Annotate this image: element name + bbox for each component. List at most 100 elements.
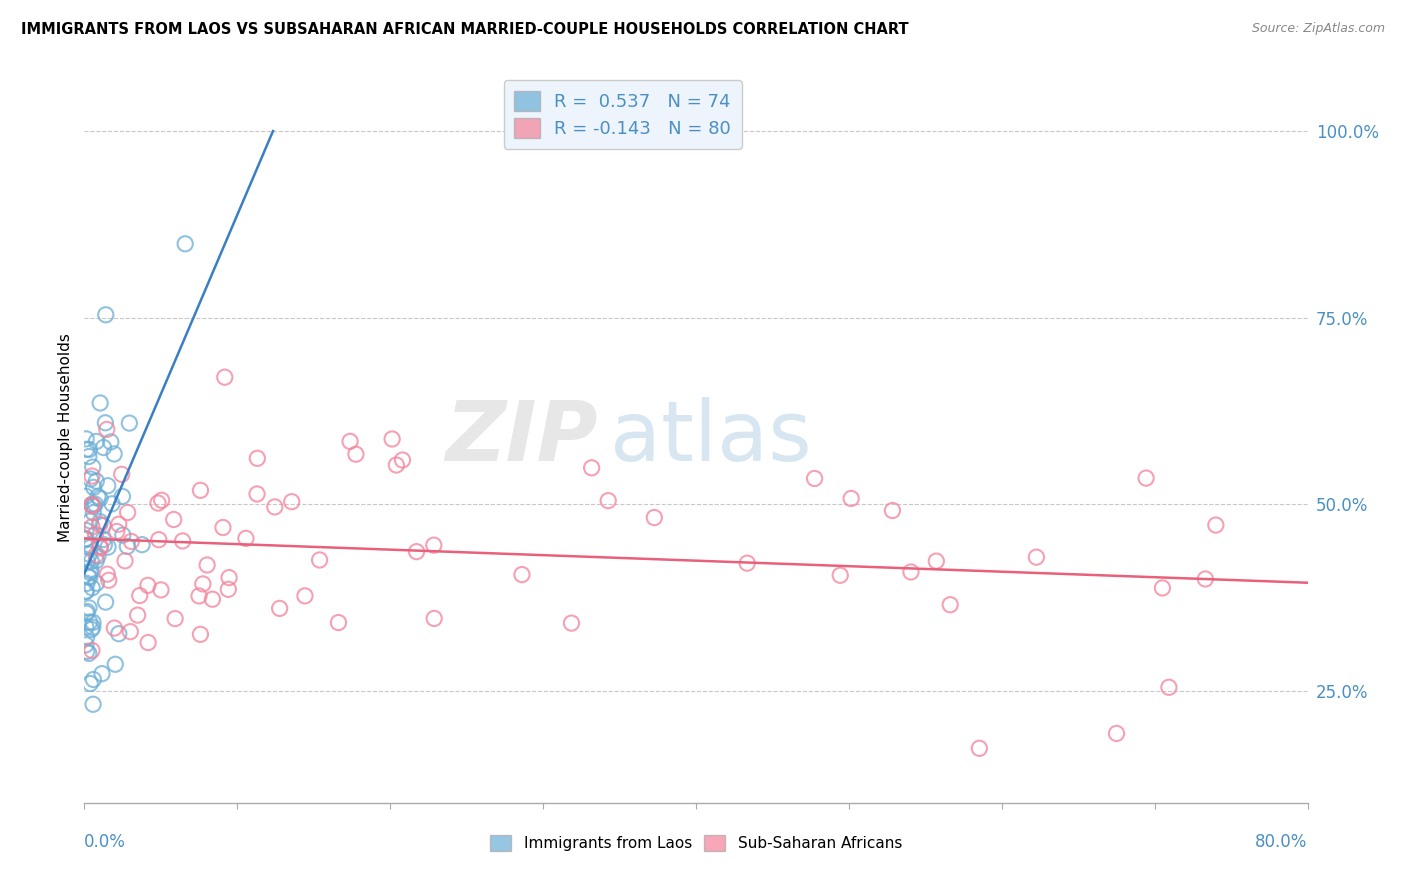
Point (75, 532, 97, 546)
Point (79, 570, 101, 584)
Point (560, 616, 582, 631)
Point (100, 434, 122, 449)
Point (103, 447, 125, 461)
Point (148, 533, 170, 547)
Point (1105, 726, 1128, 740)
Point (93, 441, 115, 455)
Point (174, 236, 197, 251)
Point (87, 549, 110, 563)
Point (118, 416, 141, 430)
Point (77, 450, 100, 464)
Point (111, 490, 134, 504)
Point (93, 538, 115, 552)
Point (117, 540, 139, 554)
Point (188, 589, 211, 603)
Point (172, 533, 194, 548)
Point (80, 498, 103, 512)
Point (269, 601, 291, 615)
Point (308, 553, 330, 567)
Point (214, 370, 236, 384)
Point (80, 564, 103, 578)
Point (423, 611, 446, 625)
Point (97, 540, 120, 554)
Point (76, 644, 98, 658)
Point (76, 442, 98, 457)
Point (75, 524, 97, 538)
Point (86, 434, 108, 449)
Point (84, 548, 107, 562)
Point (82, 581, 104, 595)
Point (91, 518, 114, 533)
Point (77, 442, 100, 457)
Point (82, 460, 104, 475)
Point (77, 646, 100, 660)
Point (107, 517, 129, 532)
Point (75, 620, 97, 634)
Point (79, 566, 101, 580)
Point (80, 643, 103, 657)
Point (76, 576, 98, 591)
Point (131, 538, 153, 552)
Text: 0.0%: 0.0% (84, 833, 127, 851)
Point (75, 489, 97, 503)
Point (1205, 518, 1227, 533)
Point (127, 608, 149, 623)
Point (385, 458, 408, 472)
Point (510, 567, 533, 582)
Point (150, 493, 173, 508)
Point (91, 533, 114, 547)
Y-axis label: Married-couple Households: Married-couple Households (58, 333, 73, 541)
Point (104, 657, 127, 672)
Point (103, 621, 125, 635)
Text: Source: ZipAtlas.com: Source: ZipAtlas.com (1251, 22, 1385, 36)
Legend: Immigrants from Laos, Sub-Saharan Africans: Immigrants from Laos, Sub-Saharan Africa… (484, 830, 908, 857)
Point (598, 493, 620, 508)
Point (79, 514, 101, 528)
Point (423, 538, 446, 552)
Point (581, 460, 603, 475)
Point (80, 520, 103, 534)
Point (76, 554, 98, 568)
Point (191, 577, 214, 591)
Point (77, 570, 100, 584)
Point (89, 491, 111, 506)
Point (79, 472, 101, 486)
Point (94, 595, 117, 609)
Point (1157, 680, 1180, 694)
Point (339, 434, 361, 449)
Point (83, 499, 105, 513)
Point (939, 598, 962, 612)
Point (80, 554, 103, 568)
Point (294, 589, 316, 603)
Point (218, 571, 240, 585)
Point (735, 556, 758, 570)
Point (120, 534, 142, 549)
Point (246, 451, 269, 466)
Point (111, 467, 134, 482)
Point (94, 416, 117, 430)
Point (146, 496, 169, 510)
Point (195, 558, 218, 572)
Point (76, 606, 98, 620)
Point (82, 620, 104, 634)
Point (111, 528, 134, 542)
Point (80, 623, 103, 637)
Point (84, 527, 107, 541)
Point (96, 567, 118, 582)
Point (84, 474, 107, 488)
Text: atlas: atlas (610, 397, 813, 477)
Point (82, 506, 104, 520)
Point (101, 497, 124, 511)
Point (89, 540, 111, 554)
Point (84, 554, 107, 568)
Point (405, 544, 427, 558)
Point (839, 491, 862, 506)
Point (83, 480, 105, 494)
Point (105, 524, 128, 539)
Point (381, 432, 404, 446)
Point (89, 541, 111, 555)
Point (75, 432, 97, 446)
Point (82, 615, 104, 630)
Point (163, 512, 186, 526)
Point (96, 422, 118, 436)
